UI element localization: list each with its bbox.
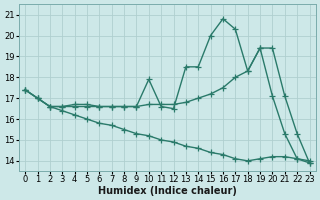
X-axis label: Humidex (Indice chaleur): Humidex (Indice chaleur)	[98, 186, 237, 196]
